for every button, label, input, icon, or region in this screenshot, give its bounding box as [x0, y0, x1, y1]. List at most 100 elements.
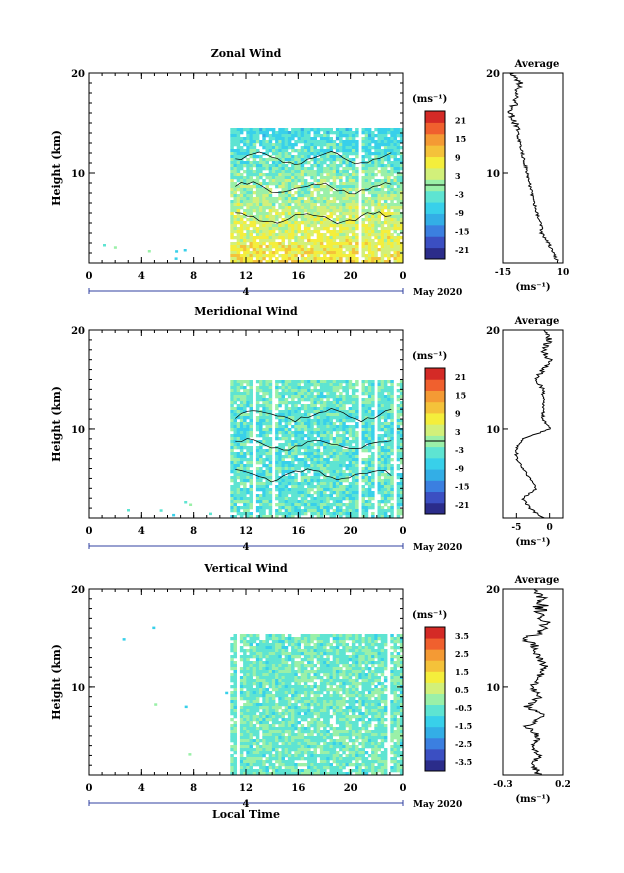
heatmap-cells [122, 626, 404, 776]
heatmap-cell [351, 143, 356, 147]
heatmap-cell [243, 248, 247, 252]
heatmap-cell [319, 140, 324, 144]
heatmap-cell [377, 137, 381, 141]
heatmap-cell [387, 464, 391, 468]
heatmap-cell [348, 443, 353, 447]
heatmap-cell [233, 706, 237, 710]
heatmap-cell [271, 158, 276, 162]
heatmap-cell [329, 251, 333, 255]
heatmap-cell [233, 191, 237, 195]
heatmap-cell [380, 413, 385, 417]
heatmap-cell [233, 410, 237, 414]
heatmap-cell [275, 458, 279, 462]
heatmap-cell [233, 398, 237, 402]
heatmap-cell [351, 437, 356, 441]
heatmap-cell [387, 236, 391, 240]
heatmap-cell [345, 395, 349, 399]
heatmap-cell [355, 209, 359, 213]
heatmap-cell [246, 188, 250, 192]
heatmap-cell [291, 431, 295, 435]
heatmap-cell [239, 464, 244, 468]
heatmap-cell [307, 416, 311, 420]
heatmap-cell [319, 236, 324, 240]
heatmap-cell [233, 197, 237, 201]
heatmap-cell [396, 191, 401, 195]
heatmap-cell [380, 137, 385, 141]
heatmap-cell [259, 515, 263, 519]
colorbar-tick-label: 21 [455, 115, 466, 125]
heatmap-cell [364, 137, 369, 141]
heatmap-cell [307, 236, 311, 240]
heatmap-cell [287, 161, 292, 165]
heatmap-cell [255, 233, 260, 237]
heatmap-cell [243, 398, 247, 402]
heatmap-cell [345, 146, 349, 150]
heatmap-cell [239, 413, 244, 417]
heatmap-cell [287, 509, 292, 513]
heatmap-cell [239, 640, 244, 644]
heatmap-cell [172, 513, 176, 517]
heatmap-cell [233, 733, 237, 737]
heatmap-cell [307, 410, 311, 414]
heatmap-cell [246, 664, 250, 668]
heatmap-cell [310, 206, 314, 210]
heatmap-cell [246, 194, 250, 198]
heatmap-cell [278, 500, 282, 504]
heatmap-cell [316, 140, 321, 144]
heatmap-cell [319, 128, 324, 132]
heatmap-cell [255, 170, 260, 174]
heatmap-cell [236, 194, 241, 198]
heatmap-cell [268, 449, 273, 453]
heatmap-cell [380, 251, 385, 255]
heatmap-cell [259, 494, 263, 498]
heatmap-cell [367, 173, 372, 177]
heatmap-cell [262, 646, 266, 650]
heatmap-cell [345, 380, 349, 384]
heatmap-cell [243, 640, 247, 644]
heatmap-cell [268, 440, 273, 444]
heatmap-cell [332, 254, 337, 258]
colorbar-tick-label: -9 [455, 463, 464, 473]
heatmap-cell [236, 506, 241, 510]
heatmap-cell [236, 140, 241, 144]
heatmap-cell [271, 164, 276, 168]
heatmap-cell [278, 131, 282, 135]
heatmap-cell [361, 194, 365, 198]
heatmap-cell [326, 173, 330, 177]
heatmap-cell [332, 389, 337, 393]
heatmap-cell [284, 146, 289, 150]
heatmap-cell [284, 128, 289, 132]
heatmap-cell [233, 643, 237, 647]
heatmap-cell [303, 152, 308, 156]
heatmap-cell [326, 137, 330, 141]
heatmap-cell [367, 479, 372, 483]
heatmap-cell [262, 416, 266, 420]
heatmap-cell [239, 167, 244, 171]
heatmap-cell [243, 482, 247, 486]
heatmap-cell [259, 703, 263, 707]
heatmap-cell [233, 416, 237, 420]
heatmap-cell [291, 488, 295, 492]
heatmap-cell [249, 655, 253, 659]
heatmap-cell [323, 440, 327, 444]
heatmap-cell [246, 661, 250, 665]
heatmap-cell [371, 230, 375, 234]
heatmap-cell [291, 455, 295, 459]
heatmap-cell [390, 479, 394, 483]
heatmap-cell [300, 380, 305, 384]
heatmap-cell [259, 218, 263, 222]
colorbar-swatch [425, 167, 445, 180]
heatmap-cell [329, 236, 333, 240]
heatmap-cell [243, 458, 247, 462]
heatmap-cell [271, 685, 276, 689]
heatmap-cell [371, 512, 375, 516]
heatmap-cell [255, 646, 260, 650]
heatmap-cell [332, 404, 337, 408]
heatmap-cell [361, 443, 365, 447]
heatmap-cell [275, 158, 279, 162]
heatmap-cell [278, 443, 282, 447]
heatmap-cell [297, 401, 301, 405]
contour-line [235, 151, 392, 166]
heatmap-cell [335, 167, 340, 171]
heatmap-cell [265, 670, 269, 674]
